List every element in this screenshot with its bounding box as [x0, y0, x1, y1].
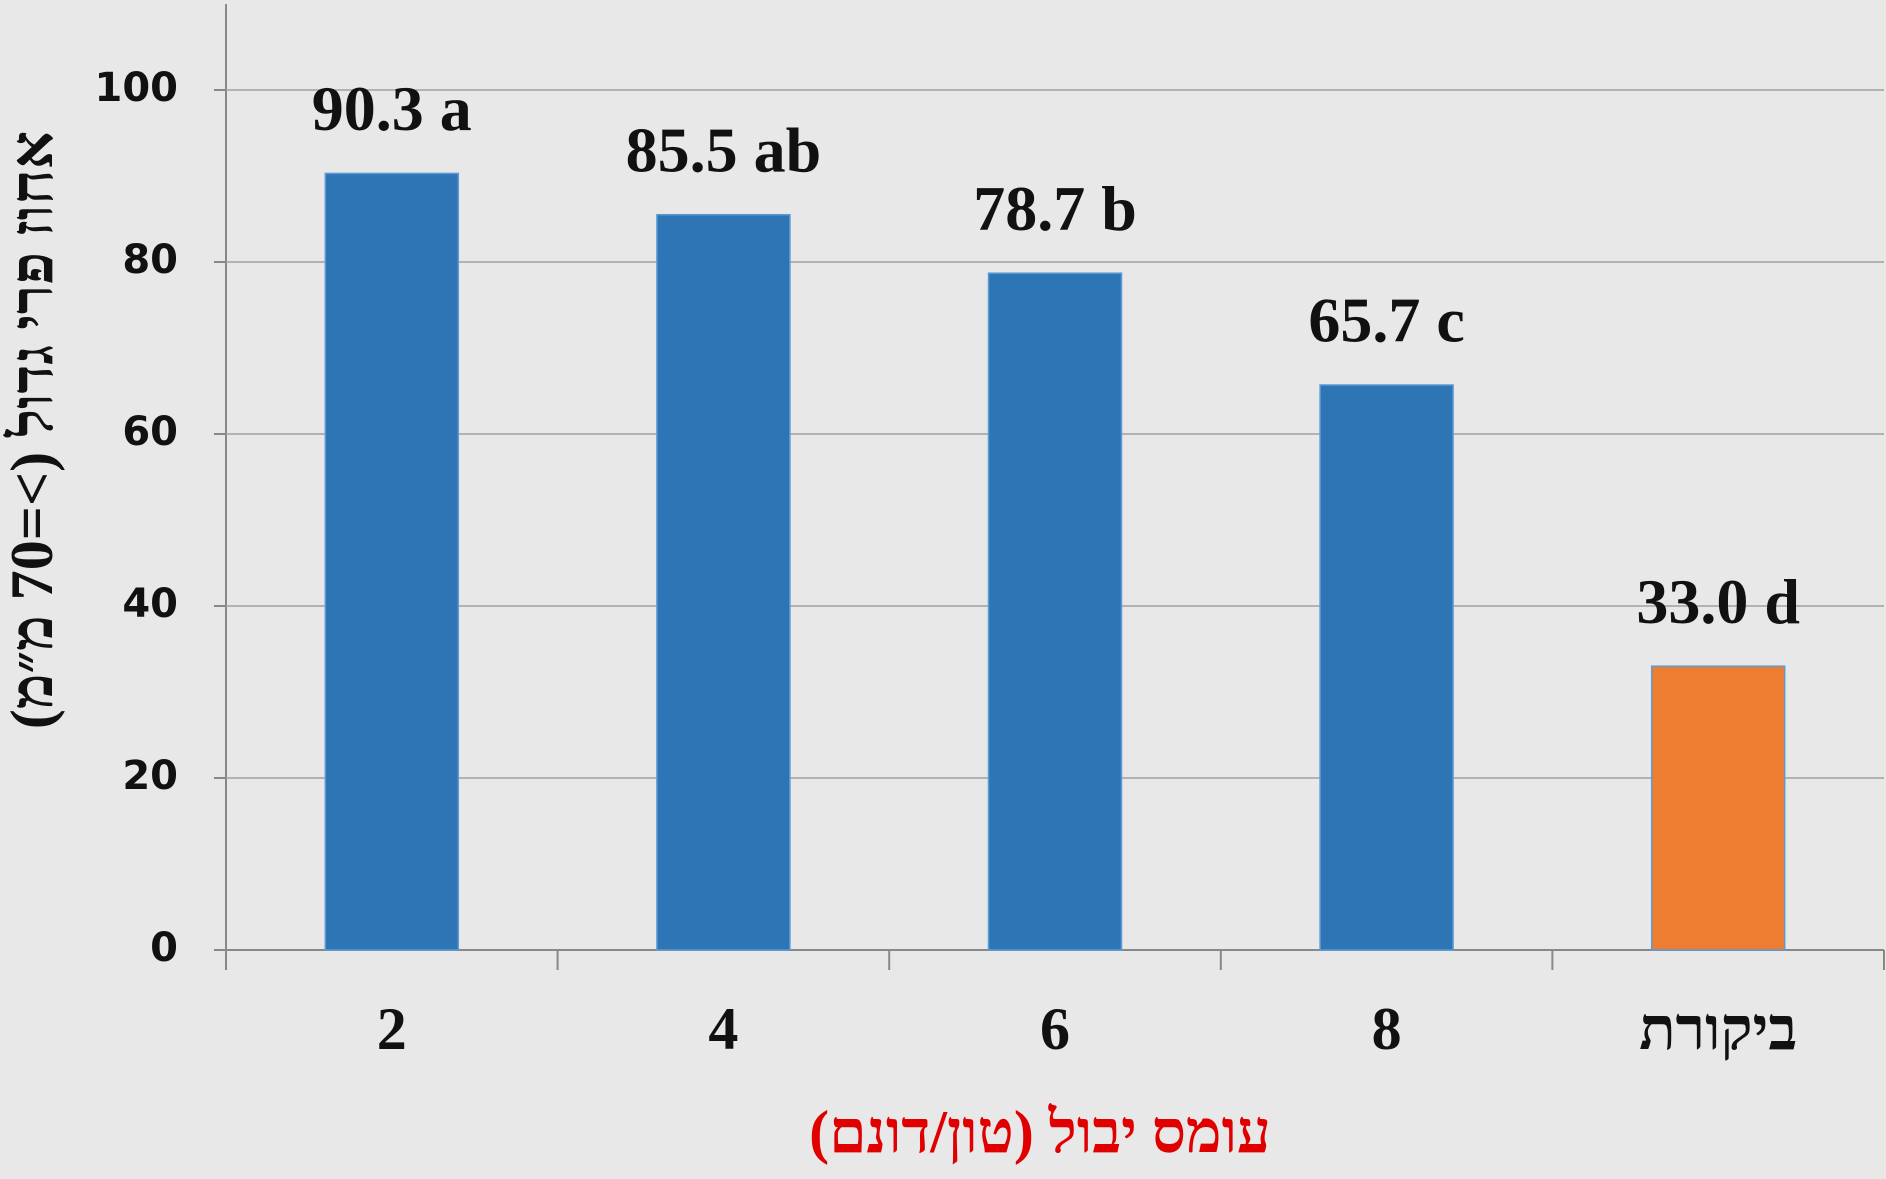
x-tick-label: 4: [708, 996, 738, 1062]
x-tick-label: 2: [377, 996, 407, 1062]
y-tick-label: 40: [122, 581, 178, 627]
y-tick-label: 20: [122, 753, 178, 799]
value-label: 85.5 ab: [626, 114, 822, 185]
bar: [324, 172, 460, 951]
y-tick-label: 80: [122, 237, 178, 283]
value-label: 78.7 b: [973, 173, 1137, 244]
value-label: 33.0 d: [1636, 566, 1800, 637]
x-tick-label: 8: [1372, 996, 1402, 1062]
x-tick-label: ביקורת: [1639, 996, 1797, 1062]
value-label: 90.3 a: [312, 73, 472, 144]
bar: [1650, 665, 1786, 951]
y-tick-label: 0: [150, 925, 178, 971]
y-axis-title: אחוז פרי גדול (>=70 מ״מ): [0, 131, 65, 729]
bar: [656, 213, 791, 951]
x-axis-title: עומס יבול (טון/דונם): [809, 1099, 1271, 1165]
bar: [1319, 384, 1454, 951]
x-tick-label: 6: [1040, 996, 1070, 1062]
y-tick-label: 100: [95, 65, 179, 111]
bar: [987, 272, 1123, 951]
y-tick-label: 60: [122, 409, 178, 455]
value-label: 65.7 c: [1308, 285, 1464, 356]
